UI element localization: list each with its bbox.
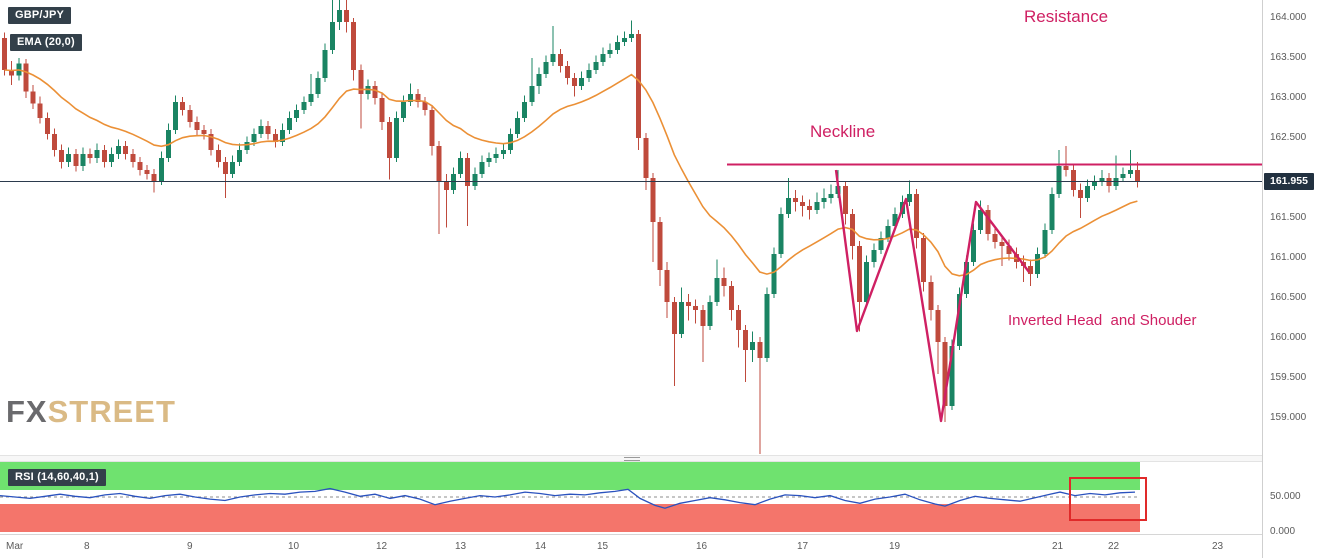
watermark-street: STREET: [47, 394, 176, 429]
pane-resize-handle[interactable]: [624, 457, 640, 461]
time-tick-label: 19: [889, 541, 901, 552]
rsi-axis-label: 0.000: [1270, 526, 1296, 537]
rsi-highlight-box: [1069, 477, 1147, 521]
ema-indicator-badge: EMA (20,0): [10, 34, 82, 51]
price-axis-label: 164.000: [1270, 12, 1307, 23]
pattern-label: Inverted Head and Shouder: [1008, 312, 1197, 329]
rsi-chart[interactable]: [0, 462, 1262, 532]
price-axis-label: 163.500: [1270, 52, 1307, 63]
price-chart-pane[interactable]: FXSTREET Resistance Neckline Inverted He…: [0, 0, 1262, 455]
price-axis-label: 159.500: [1270, 372, 1307, 383]
fxstreet-watermark: FXSTREET: [6, 394, 176, 430]
rsi-indicator-badge: RSI (14,60,40,1): [8, 469, 106, 486]
time-tick-label: 22: [1108, 541, 1120, 552]
rsi-axis-label: 50.000: [1270, 491, 1301, 502]
neckline-label: Neckline: [810, 122, 876, 141]
time-tick-label: 10: [288, 541, 300, 552]
price-axis-label: 161.500: [1270, 212, 1307, 223]
price-axis[interactable]: 161.955 164.000 163.500 163.000 162.500 161.…: [1262, 0, 1331, 558]
time-tick-label: 15: [597, 541, 609, 552]
time-tick-label: 16: [696, 541, 708, 552]
price-axis-label: 160.000: [1270, 332, 1307, 343]
time-tick-label: 9: [187, 541, 193, 552]
time-tick-label: 23: [1212, 541, 1224, 552]
symbol-badge: GBP/JPY: [8, 7, 72, 24]
time-tick-label: 13: [455, 541, 467, 552]
current-price-badge: 161.955: [1264, 173, 1314, 190]
rsi-pane[interactable]: [0, 462, 1262, 532]
price-axis-label: 162.500: [1270, 132, 1307, 143]
price-axis-label: 159.000: [1270, 412, 1307, 423]
time-tick-label: Mar: [6, 541, 24, 552]
price-axis-label: 160.500: [1270, 292, 1307, 303]
time-tick-label: 17: [797, 541, 809, 552]
pane-divider: [0, 455, 1262, 462]
resistance-label: Resistance: [1024, 7, 1109, 26]
time-axis[interactable]: Mar 8 9 10 12 13 14 15 16 17 19 21 22 23: [0, 534, 1331, 558]
time-tick-label: 8: [84, 541, 90, 552]
time-tick-label: 14: [535, 541, 547, 552]
candlestick-chart[interactable]: [0, 0, 1262, 455]
price-axis-label: 161.000: [1270, 252, 1307, 263]
price-axis-label: 163.000: [1270, 92, 1307, 103]
time-tick-label: 12: [376, 541, 388, 552]
watermark-fx: FX: [6, 394, 48, 429]
time-tick-label: 21: [1052, 541, 1064, 552]
